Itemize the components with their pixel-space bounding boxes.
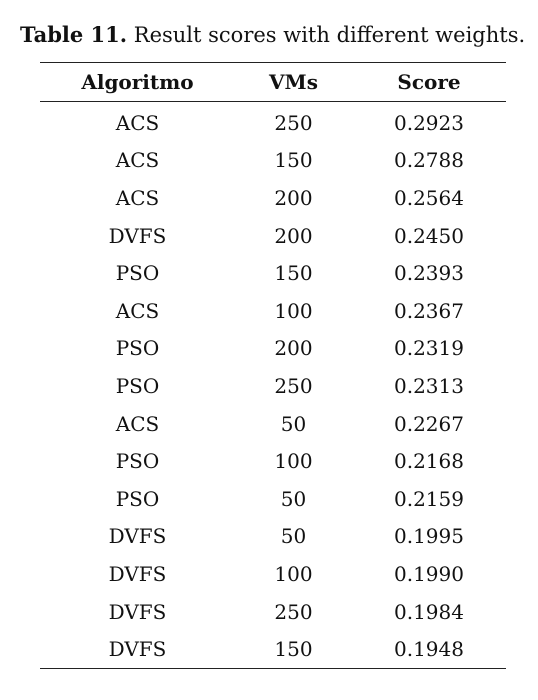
vms-cell: 250 [274, 373, 313, 398]
algoritmo-cell: PSO [115, 336, 160, 361]
algoritmo-cell: DVFS [108, 561, 167, 586]
vms-cell: 50 [280, 524, 307, 549]
vms-cell: 200 [274, 185, 313, 210]
algoritmo-cell: DVFS [108, 637, 167, 662]
table-row: PSO 200 0.2319 [40, 330, 506, 368]
column-header-score: Score [397, 70, 461, 94]
algoritmo-cell: ACS [115, 298, 160, 323]
algoritmo-cell: ACS [115, 411, 160, 436]
algoritmo-cell: PSO [115, 261, 160, 286]
table-header: Algoritmo VMs Score [40, 62, 506, 102]
score-cell: 0.2923 [394, 110, 464, 135]
algoritmo-cell: DVFS [108, 524, 167, 549]
table-caption: Table 11. Result scores with different w… [20, 22, 525, 48]
table-row: ACS 100 0.2367 [40, 292, 506, 330]
vms-cell: 50 [280, 486, 307, 511]
score-cell: 0.2168 [394, 449, 464, 474]
table-row: DVFS 50 0.1995 [40, 518, 506, 556]
table-row: PSO 100 0.2168 [40, 442, 506, 480]
score-cell: 0.1995 [394, 524, 464, 549]
vms-cell: 150 [274, 148, 313, 173]
table-row: DVFS 200 0.2450 [40, 217, 506, 255]
algoritmo-cell: DVFS [108, 599, 167, 624]
score-cell: 0.2319 [394, 336, 464, 361]
algoritmo-cell: ACS [115, 148, 160, 173]
score-cell: 0.2267 [394, 411, 464, 436]
table-row: ACS 150 0.2788 [40, 142, 506, 180]
vms-cell: 250 [274, 599, 313, 624]
score-cell: 0.2159 [394, 486, 464, 511]
score-cell: 0.2367 [394, 298, 464, 323]
table-row: DVFS 150 0.1948 [40, 630, 506, 669]
algoritmo-cell: PSO [115, 373, 160, 398]
score-cell: 0.2313 [394, 373, 464, 398]
table-row: PSO 250 0.2313 [40, 367, 506, 405]
vms-cell: 50 [280, 411, 307, 436]
score-cell: 0.1990 [394, 561, 464, 586]
table-caption-label: Table 11. [20, 22, 128, 47]
vms-cell: 150 [274, 261, 313, 286]
algoritmo-cell: PSO [115, 486, 160, 511]
score-cell: 0.2564 [394, 185, 464, 210]
table-body: ACS 250 0.2923 ACS 150 0.2788 ACS 200 0.2564 DVFS… [40, 102, 506, 669]
table-row: ACS 50 0.2267 [40, 405, 506, 443]
algoritmo-cell: ACS [115, 185, 160, 210]
vms-cell: 100 [274, 561, 313, 586]
column-header-algoritmo: Algoritmo [81, 70, 194, 94]
table-row: DVFS 250 0.1984 [40, 593, 506, 631]
table-row: PSO 50 0.2159 [40, 480, 506, 518]
column-header-vms: VMs [269, 70, 318, 94]
vms-cell: 100 [274, 298, 313, 323]
score-cell: 0.2393 [394, 261, 464, 286]
table-row: ACS 200 0.2564 [40, 179, 506, 217]
algoritmo-cell: ACS [115, 110, 160, 135]
table-row: DVFS 100 0.1990 [40, 555, 506, 593]
score-cell: 0.2450 [394, 223, 464, 248]
score-cell: 0.1948 [394, 637, 464, 662]
results-table: Algoritmo VMs Score ACS 250 0.2923 ACS 150 0.… [40, 62, 506, 669]
algoritmo-cell: PSO [115, 449, 160, 474]
table-row: PSO 150 0.2393 [40, 254, 506, 292]
vms-cell: 200 [274, 336, 313, 361]
vms-cell: 100 [274, 449, 313, 474]
results-table-container: Algoritmo VMs Score ACS 250 0.2923 ACS 150 0.… [40, 62, 506, 669]
score-cell: 0.1984 [394, 599, 464, 624]
algoritmo-cell: DVFS [108, 223, 167, 248]
vms-cell: 250 [274, 110, 313, 135]
score-cell: 0.2788 [394, 148, 464, 173]
vms-cell: 200 [274, 223, 313, 248]
table-row: ACS 250 0.2923 [40, 102, 506, 142]
vms-cell: 150 [274, 637, 313, 662]
table-caption-text: Result scores with different weights. [127, 23, 526, 47]
header-row: Algoritmo VMs Score [40, 62, 506, 102]
